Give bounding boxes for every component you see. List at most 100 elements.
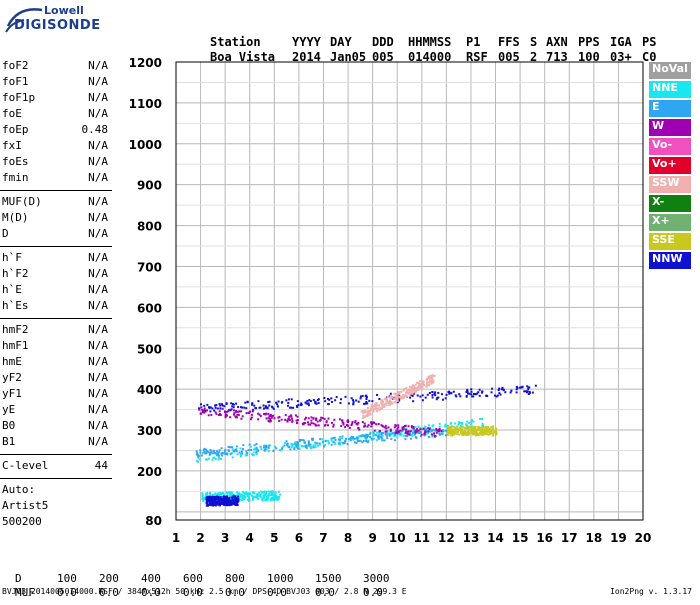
echo-point	[389, 429, 392, 432]
param-value: N/A	[88, 267, 108, 280]
echo-point	[279, 493, 282, 496]
echo-point	[307, 423, 310, 426]
echo-point	[248, 443, 251, 446]
echo-point	[362, 412, 365, 415]
echo-point	[296, 441, 299, 444]
echo-point	[297, 445, 300, 448]
echo-point	[300, 438, 303, 441]
echo-point	[531, 391, 534, 394]
echo-point	[252, 408, 255, 411]
echo-point	[201, 494, 204, 497]
echo-point	[227, 499, 230, 502]
echo-point	[394, 424, 397, 427]
echo-point	[420, 433, 423, 436]
echo-point	[207, 450, 210, 453]
echo-point	[448, 430, 451, 433]
echo-point	[366, 425, 369, 428]
echo-point	[425, 377, 428, 380]
echo-point	[431, 394, 434, 397]
echo-point	[213, 493, 216, 496]
echo-point	[240, 455, 243, 458]
echo-point	[296, 446, 299, 449]
echo-point	[342, 422, 345, 425]
echo-point	[291, 420, 294, 423]
echo-point	[481, 418, 484, 421]
echo-point	[207, 496, 210, 499]
echo-point	[335, 396, 338, 399]
echo-point	[441, 398, 444, 401]
echo-point	[395, 396, 398, 399]
echo-point	[470, 388, 473, 391]
echo-point	[400, 430, 403, 433]
param-value: N/A	[88, 155, 108, 168]
echo-point	[272, 498, 275, 501]
echo-point	[203, 498, 206, 501]
trace-sse	[446, 425, 498, 437]
echo-point	[215, 412, 218, 415]
echo-point	[269, 497, 272, 500]
echo-point	[357, 400, 360, 403]
echo-point	[200, 454, 203, 457]
echo-point	[358, 434, 361, 437]
echo-point	[408, 392, 411, 395]
echo-point	[404, 427, 407, 430]
echo-point	[454, 431, 457, 434]
echo-point	[357, 421, 360, 424]
echo-point	[376, 431, 379, 434]
echo-point	[372, 404, 375, 407]
echo-point	[470, 422, 473, 425]
echo-point	[274, 492, 277, 495]
param-row: D N/A	[0, 226, 112, 242]
echo-point	[408, 433, 411, 436]
echo-point	[502, 388, 505, 391]
echo-point	[214, 499, 217, 502]
header-value: RSF	[466, 50, 488, 64]
echo-point	[224, 415, 227, 418]
echo-point	[315, 402, 318, 405]
echo-point	[364, 415, 367, 418]
echo-point	[411, 391, 414, 394]
echo-point	[286, 404, 289, 407]
echo-point	[204, 492, 207, 495]
echo-point	[410, 390, 413, 393]
echo-point	[484, 431, 487, 434]
echo-point	[296, 447, 299, 450]
echo-point	[246, 498, 249, 501]
x-axis-tick-labels: 1 2 3 4 5 6 7 8 9 10 11 12 13 14 15 16 17 18 19 20	[172, 531, 652, 545]
echo-point	[385, 399, 388, 402]
echo-point	[375, 408, 378, 411]
echo-point	[310, 446, 313, 449]
echo-point	[287, 398, 290, 401]
echo-point	[327, 424, 330, 427]
echo-point	[270, 416, 273, 419]
echo-point	[211, 503, 214, 506]
echo-point	[235, 495, 238, 498]
echo-point	[405, 386, 408, 389]
echo-point	[426, 393, 429, 396]
echo-point	[275, 498, 278, 501]
echo-point	[221, 503, 224, 506]
echo-point	[359, 439, 362, 442]
echo-point	[472, 426, 475, 429]
echo-point	[207, 503, 210, 506]
echo-point	[242, 444, 245, 447]
echo-point	[371, 407, 374, 410]
echo-point	[219, 407, 222, 410]
echo-point	[216, 407, 219, 410]
echo-point	[460, 432, 463, 435]
echo-point	[217, 492, 220, 495]
echo-point	[492, 427, 495, 430]
echo-point	[267, 444, 270, 447]
echo-point	[213, 456, 216, 459]
echo-point	[209, 448, 212, 451]
echo-point	[344, 395, 347, 398]
echo-point	[466, 431, 469, 434]
x-tick-label: 6	[295, 531, 303, 545]
echo-point	[242, 491, 245, 494]
echo-point	[446, 427, 449, 430]
echo-point	[370, 408, 373, 411]
divider	[0, 190, 112, 191]
echo-point	[448, 429, 451, 432]
echo-point	[278, 419, 281, 422]
echo-point	[421, 379, 424, 382]
